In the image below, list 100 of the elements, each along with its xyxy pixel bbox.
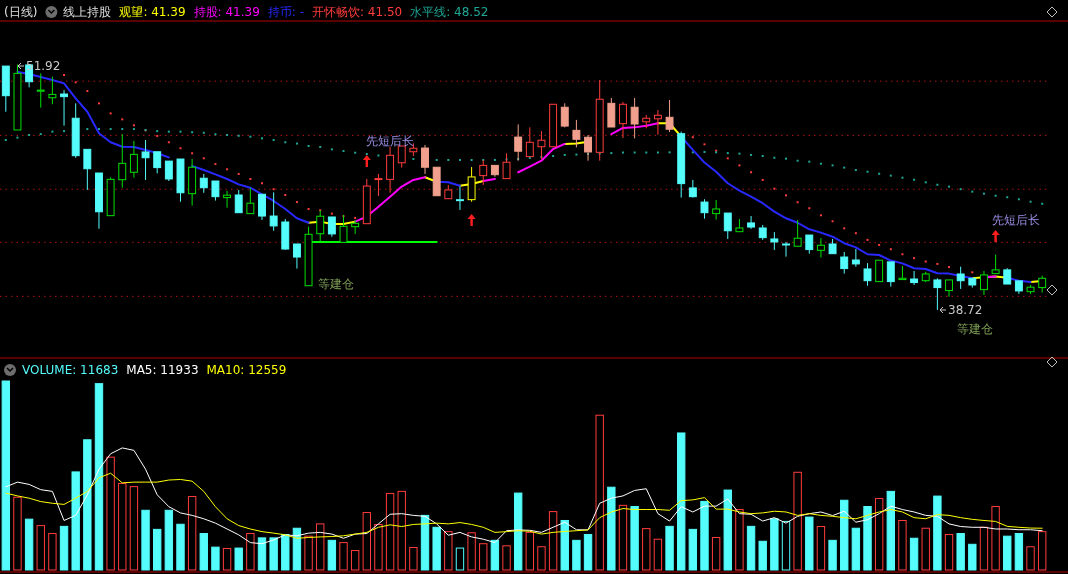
bar bbox=[118, 482, 127, 571]
bar bbox=[898, 519, 907, 571]
legend: 持股: 41.39 bbox=[193, 5, 260, 19]
point bbox=[74, 81, 77, 84]
bar bbox=[1003, 535, 1012, 571]
point bbox=[843, 227, 846, 230]
annotation: 先短后长 bbox=[992, 213, 1040, 227]
legend: MA5: 11933 bbox=[126, 363, 199, 377]
legend: 开怀畅饮: 41.50 bbox=[312, 5, 403, 19]
point bbox=[86, 90, 89, 93]
point bbox=[889, 248, 892, 251]
point bbox=[179, 147, 182, 150]
bar bbox=[36, 525, 45, 571]
point bbox=[202, 157, 205, 160]
bar bbox=[840, 499, 849, 571]
bar bbox=[665, 525, 674, 571]
bar bbox=[176, 523, 185, 571]
bar bbox=[595, 414, 604, 571]
point bbox=[214, 163, 217, 166]
bar bbox=[83, 439, 92, 571]
point bbox=[354, 216, 357, 219]
legend: 观望: 41.39 bbox=[119, 5, 186, 19]
bar bbox=[723, 489, 732, 571]
bar bbox=[828, 539, 837, 571]
point bbox=[330, 212, 333, 215]
point bbox=[237, 172, 240, 175]
point bbox=[738, 164, 741, 167]
point bbox=[796, 201, 799, 204]
bar bbox=[420, 514, 430, 571]
point bbox=[913, 257, 916, 260]
bar bbox=[374, 523, 383, 571]
point bbox=[866, 238, 869, 241]
point bbox=[971, 271, 974, 274]
bar bbox=[187, 495, 197, 571]
bar bbox=[758, 540, 767, 571]
bar bbox=[735, 509, 744, 571]
bar bbox=[304, 535, 313, 571]
bar bbox=[1037, 531, 1047, 571]
point bbox=[121, 118, 124, 121]
point bbox=[750, 171, 753, 174]
bar bbox=[71, 471, 80, 571]
bar bbox=[106, 456, 115, 571]
bar bbox=[851, 527, 861, 571]
bar bbox=[572, 539, 581, 571]
point bbox=[901, 253, 904, 256]
bar bbox=[48, 533, 57, 571]
bar bbox=[94, 383, 104, 571]
bar bbox=[257, 537, 267, 571]
bar bbox=[397, 490, 406, 571]
point bbox=[831, 220, 834, 223]
bar bbox=[874, 498, 884, 571]
bar bbox=[13, 496, 22, 571]
point bbox=[97, 102, 100, 105]
bar bbox=[281, 533, 290, 571]
bar bbox=[770, 518, 779, 571]
subtitle: 线上持股 bbox=[63, 5, 112, 19]
bar bbox=[700, 500, 709, 571]
point bbox=[773, 187, 776, 190]
bar bbox=[59, 525, 69, 571]
title: (日线) bbox=[4, 5, 38, 19]
bar bbox=[1, 380, 11, 571]
bar bbox=[455, 547, 465, 571]
bar bbox=[991, 506, 1000, 571]
bar bbox=[350, 550, 360, 571]
bar bbox=[246, 533, 255, 571]
bar bbox=[490, 539, 500, 571]
bar bbox=[711, 536, 721, 571]
bar bbox=[1026, 546, 1035, 571]
bar bbox=[560, 519, 569, 571]
bar bbox=[583, 533, 593, 571]
bar bbox=[222, 547, 232, 571]
bar bbox=[432, 526, 441, 571]
bar bbox=[677, 432, 686, 571]
bar bbox=[292, 527, 302, 571]
bar bbox=[816, 526, 826, 571]
point bbox=[726, 157, 729, 160]
bar bbox=[537, 546, 546, 571]
point bbox=[924, 260, 927, 263]
point bbox=[249, 177, 252, 180]
bar bbox=[339, 542, 348, 571]
bar bbox=[618, 504, 628, 571]
bar bbox=[921, 527, 930, 571]
point bbox=[191, 152, 194, 155]
bar bbox=[933, 495, 942, 571]
bar bbox=[153, 528, 162, 571]
bar bbox=[688, 528, 698, 571]
bar bbox=[525, 531, 535, 571]
point bbox=[691, 136, 694, 139]
point bbox=[878, 243, 881, 246]
point bbox=[808, 207, 811, 210]
bar bbox=[607, 486, 616, 571]
bar bbox=[385, 492, 395, 571]
point bbox=[132, 124, 135, 127]
bar bbox=[956, 533, 965, 571]
point bbox=[703, 143, 706, 146]
point bbox=[167, 141, 170, 144]
legend: 持币: - bbox=[267, 5, 304, 19]
bar bbox=[467, 532, 476, 571]
legend: 水平线: 48.52 bbox=[410, 5, 489, 19]
point bbox=[272, 188, 275, 191]
